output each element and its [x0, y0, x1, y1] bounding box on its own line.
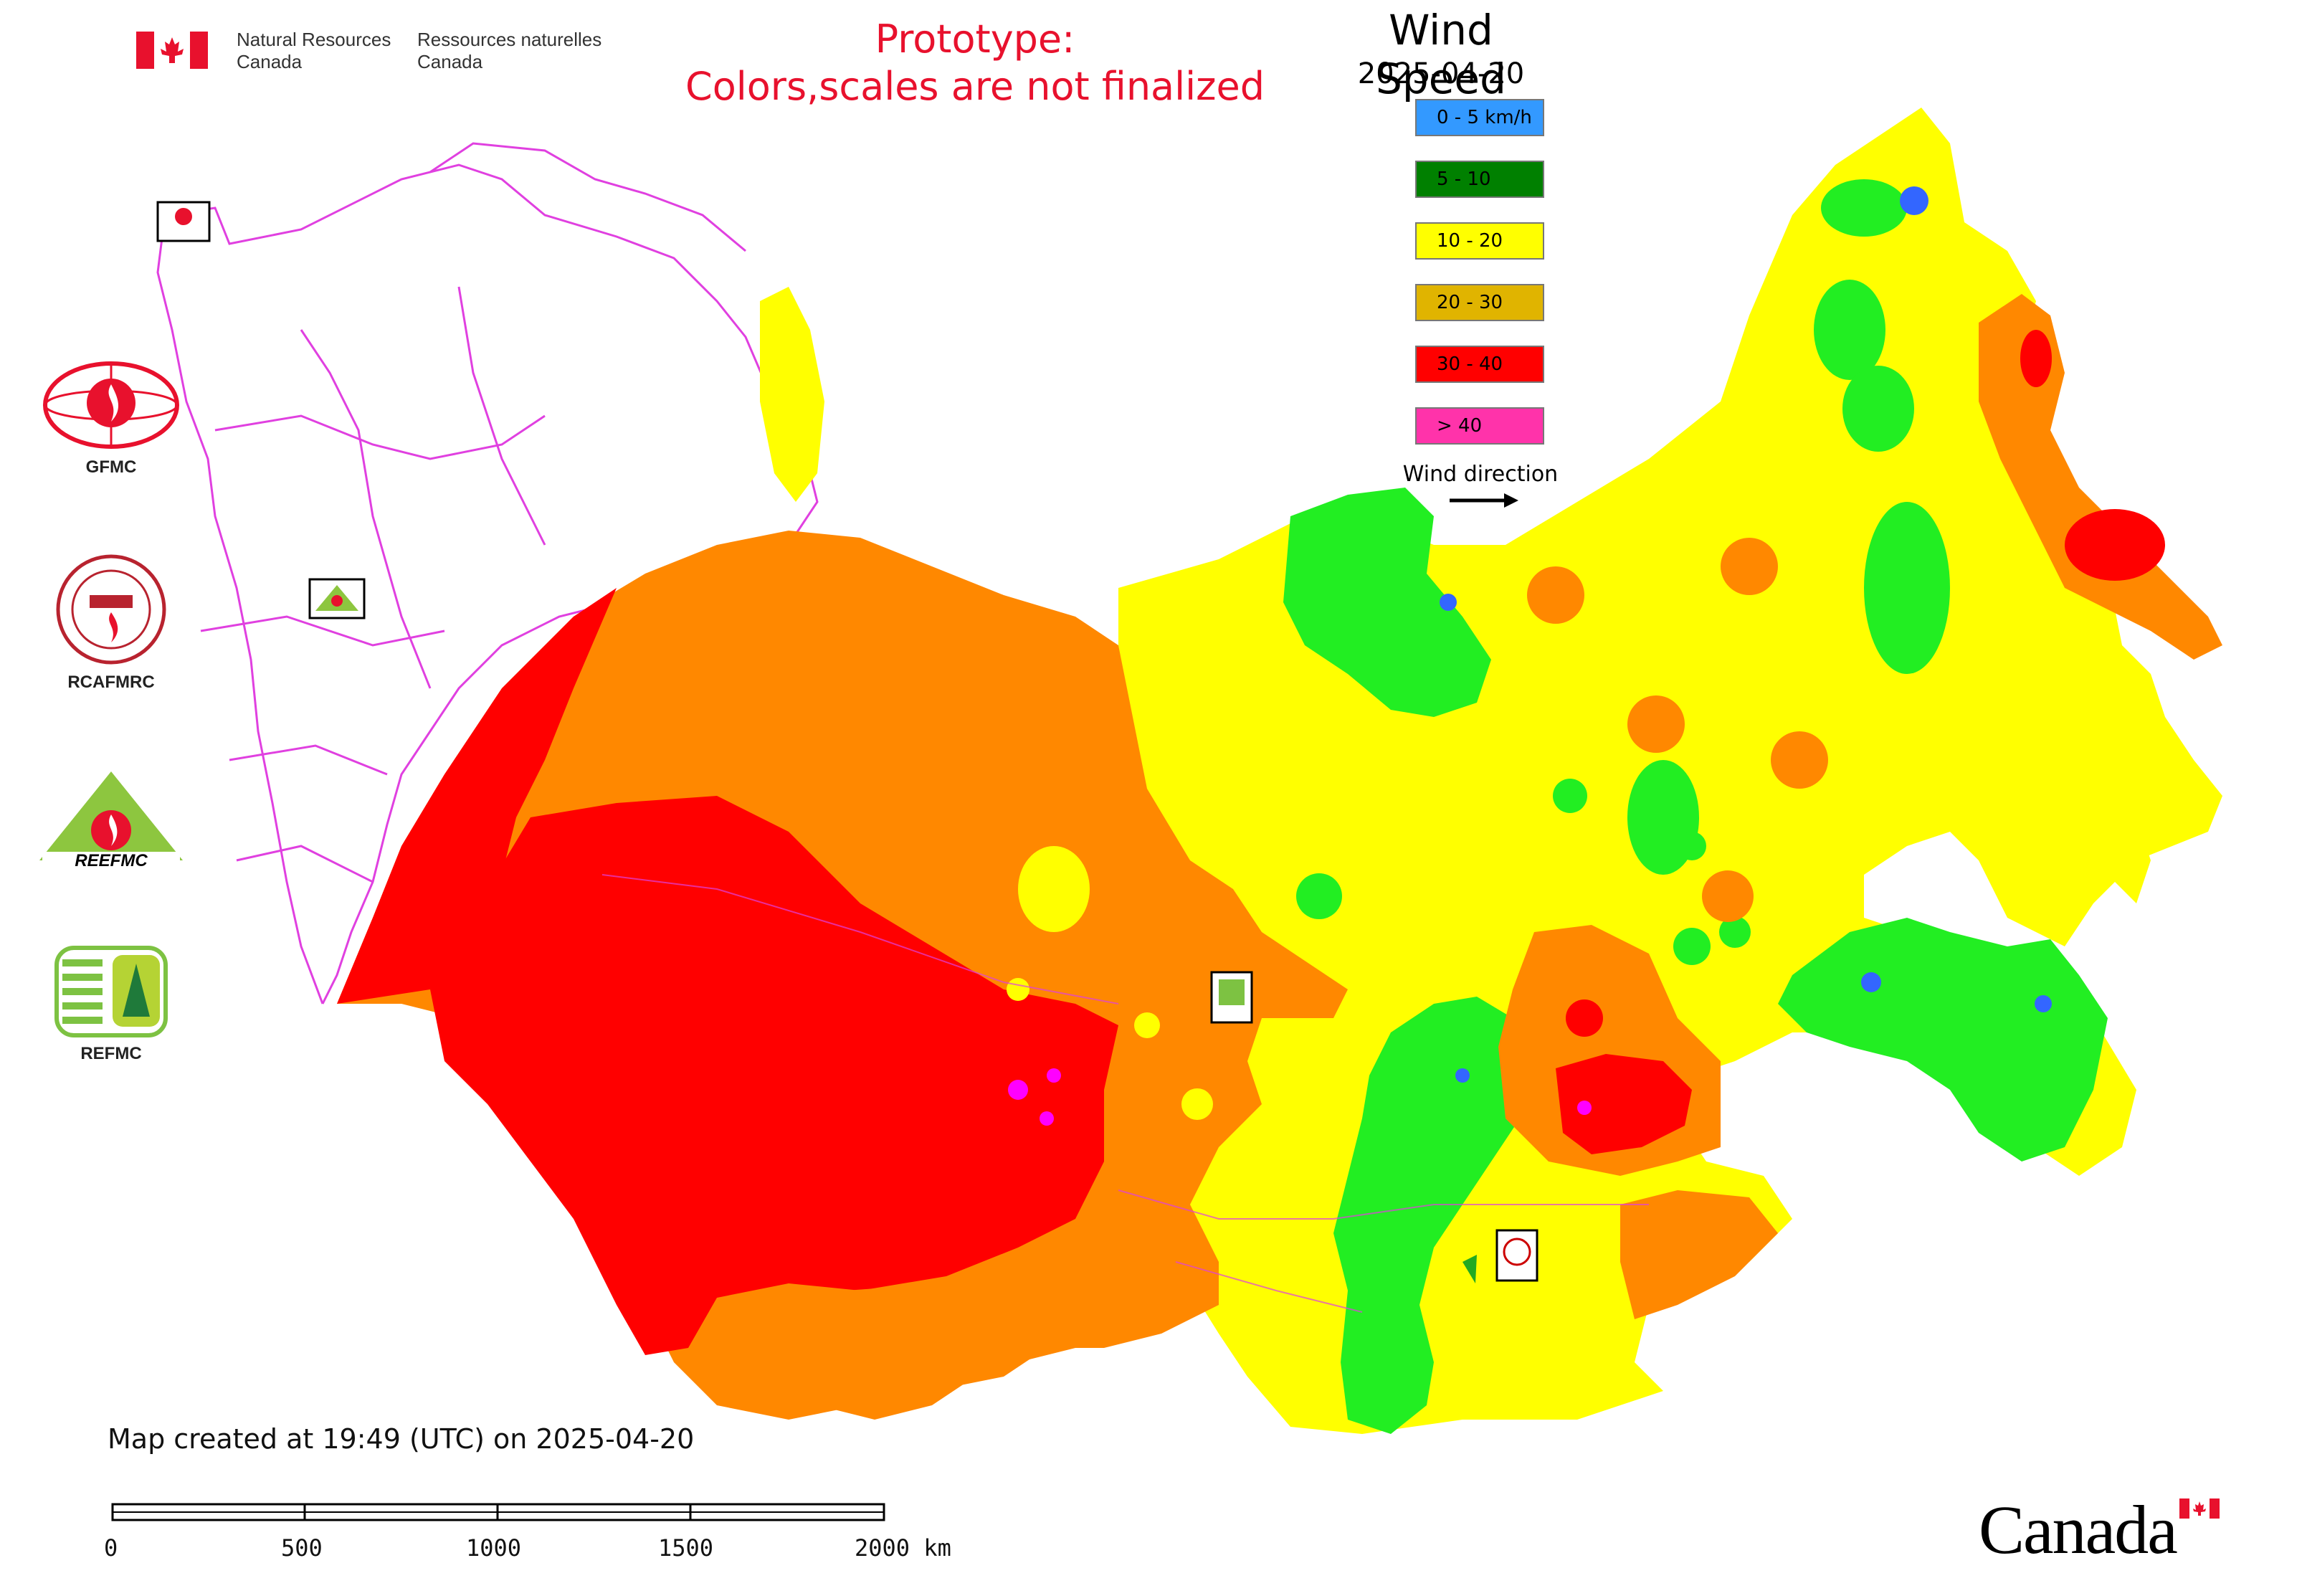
legend-item-over-40: > 40: [1415, 407, 1544, 445]
refmc-logo: REFMC: [29, 945, 194, 1064]
scale-tick-0: 0: [104, 1534, 118, 1562]
interior-borders: [601, 874, 1649, 1313]
gfmc-caption: GFMC: [85, 457, 137, 477]
wind-direction-arrows: [1462, 1255, 1477, 1283]
canada-wordmark: Canada: [1979, 1491, 2178, 1568]
prototype-line2: Colors,scales are not finalized: [685, 64, 1265, 109]
reefmc-emblem-icon: REEFMC: [39, 771, 183, 870]
rcafmrc-caption: RCAFMRC: [67, 673, 155, 692]
legend-item-10-20: 10 - 20: [1415, 222, 1544, 260]
wind-zone-30-40-arc: [337, 588, 617, 1004]
map-created-text: Map created at 19:49 (UTC) on 2025-04-20: [108, 1423, 695, 1455]
wind-zone-5-10-baikal: [1333, 997, 1527, 1434]
legend-item-0-5: 0 - 5 km/h: [1415, 99, 1544, 136]
map-embedded-logos: [156, 201, 1538, 1282]
reefmc-logo: REEFMC: [29, 767, 194, 878]
scale-tick-1500: 1500: [658, 1534, 714, 1562]
agency-fr-line2: Canada: [417, 51, 483, 72]
wordmark-flag-icon: [2179, 1498, 2220, 1519]
legend-item-5-10: 5 - 10: [1415, 161, 1544, 198]
rcafmrc-emblem-icon: [56, 554, 166, 665]
wind-direction-label: Wind direction: [1402, 462, 1559, 487]
gfmc-logo: GFMC: [29, 358, 194, 478]
agency-fr-line1: Ressources naturelles: [417, 29, 602, 50]
legend-date: 2025-04-20: [1357, 57, 1525, 90]
scale-tick-500: 500: [281, 1534, 323, 1562]
prototype-notice: Prototype: Colors,scales are not finaliz…: [631, 16, 1319, 110]
reefmc-emblem-text: REEFMC: [75, 851, 148, 870]
scale-tick-1000: 1000: [466, 1534, 522, 1562]
legend-item-30-40: 30 - 40: [1415, 346, 1544, 383]
wind-zone-5-10-taymyr: [1283, 488, 1491, 717]
agency-en-line2: Canada: [237, 51, 303, 72]
wind-zone-30-40-south: [430, 796, 1118, 1355]
agency-en-line1: Natural Resources: [237, 29, 391, 50]
wind-field: [337, 108, 2222, 1434]
legend-title: Wind Speed: [1376, 6, 1506, 103]
refmc-emblem-icon: [54, 946, 168, 1037]
gfmc-emblem-icon: [43, 361, 179, 449]
wind-direction-arrow-icon: [1450, 493, 1518, 508]
scale-bar: [111, 1503, 885, 1521]
scale-tick-2000: 2000 km: [855, 1534, 951, 1562]
legend-item-20-30: 20 - 30: [1415, 284, 1544, 321]
canada-flag-icon: [136, 32, 208, 69]
refmc-caption: REFMC: [80, 1044, 142, 1063]
prototype-line1: Prototype:: [875, 16, 1075, 62]
agency-name-fr: Ressources naturelles Canada: [417, 29, 601, 73]
wind-zone-5-10-fareast: [1778, 918, 2108, 1162]
agency-name-en: Natural Resources Canada: [237, 29, 391, 73]
rcafmrc-logo: RCAFMRC: [29, 552, 194, 693]
